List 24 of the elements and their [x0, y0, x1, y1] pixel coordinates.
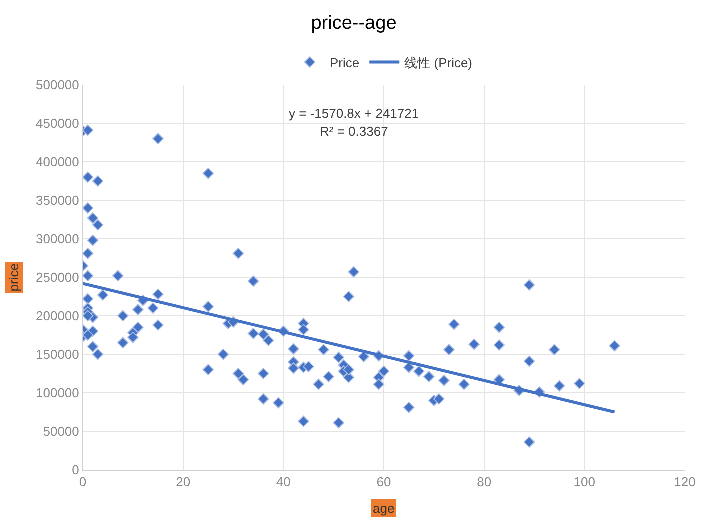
y-tick-label: 500000: [36, 78, 80, 93]
x-tick-label: 120: [674, 474, 696, 490]
x-tick-label: 20: [176, 474, 191, 490]
y-tick-label: 450000: [36, 116, 80, 132]
y-axis-title: price: [6, 264, 22, 292]
y-tick-label: 100000: [36, 386, 80, 401]
legend-label: 线性 (Price): [404, 55, 473, 70]
y-tick-label: 400000: [36, 154, 80, 170]
x-tick-label: 80: [477, 474, 492, 490]
y-tick-label: 150000: [36, 347, 80, 362]
annotation: y = -1570.8x + 241721: [289, 106, 420, 121]
y-tick-label: 350000: [36, 193, 80, 208]
y-tick-label: 50000: [43, 424, 80, 440]
legend-label: Price: [330, 55, 360, 70]
x-tick-label: 60: [376, 474, 392, 490]
y-tick-label: 300000: [36, 232, 80, 247]
x-tick-label: 40: [276, 474, 291, 490]
y-tick-label: 200000: [36, 308, 80, 324]
y-tick-label: 0: [72, 462, 80, 478]
x-tick-label: 100: [574, 474, 596, 490]
chart-title: price--age: [311, 13, 397, 34]
x-axis-title: age: [373, 501, 395, 516]
annotation: R² = 0.3367: [320, 124, 388, 139]
y-tick-label: 250000: [36, 270, 80, 286]
